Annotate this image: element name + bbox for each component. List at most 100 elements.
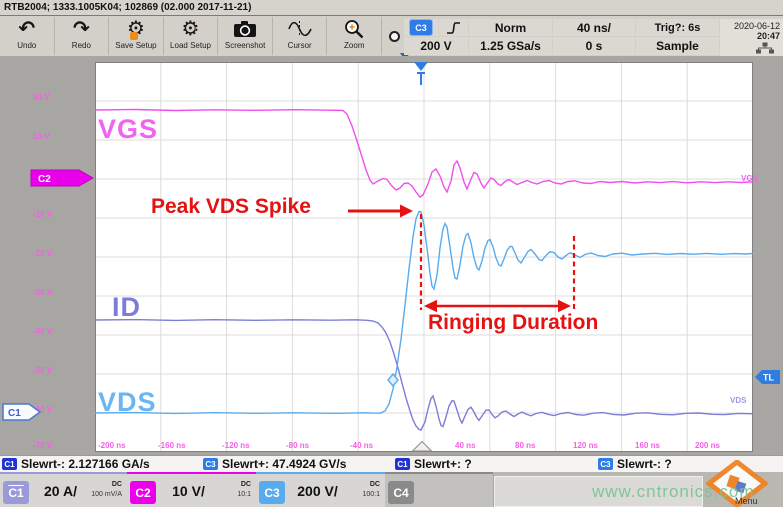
trigger-level-cell[interactable]: 200 V: [404, 37, 468, 55]
c1-marker-label: C1: [8, 408, 21, 419]
meas2-channel-badge: C3: [203, 458, 218, 470]
channel-3-coupling: DC: [369, 481, 380, 488]
channel-1-scale: 20 A/: [44, 483, 77, 499]
meas4-channel-badge: C3: [598, 458, 613, 470]
vgs-trace: [95, 108, 753, 198]
save-setup-gear-icon: ⚙: [126, 18, 145, 40]
time-value: 20:47: [756, 31, 780, 41]
channel-4-cell[interactable]: C4: [385, 472, 494, 507]
measurement-2[interactable]: C3 Slewrt+: 47.4924 GV/s: [203, 457, 346, 471]
meas3-channel-badge: C1: [395, 458, 410, 470]
trigger-slope-cell[interactable]: [439, 19, 468, 36]
v-scale-label: -50 V: [33, 366, 53, 375]
t-scale-label: -120 ns: [222, 441, 250, 450]
measurement-4[interactable]: C3 Slewrt-: ?: [598, 457, 672, 471]
acquisition-mode-cell[interactable]: Sample: [636, 37, 719, 55]
channel-2-cell[interactable]: C2 10 V/ DC 10:1: [127, 472, 257, 507]
v-scale-label: -70 V: [33, 441, 53, 450]
meas3-value: Slewrt+: ?: [414, 457, 472, 471]
channel-2-color-bar: [127, 472, 256, 474]
date-value: 2020-06-12: [733, 21, 780, 31]
zoom-button[interactable]: Zoom: [327, 17, 383, 55]
channel-4-badge: C4: [388, 481, 414, 504]
screenshot-button[interactable]: Screenshot: [218, 17, 273, 55]
channel-1-body: C1 20 A/ DC 100 mV/A: [0, 474, 128, 507]
c1-level-marker[interactable]: C1: [2, 403, 42, 421]
horizontal-position: 0 s: [585, 39, 603, 53]
timebase-cell[interactable]: 40 ns/: [553, 19, 635, 36]
load-setup-gear-icon: ⚙ ↑: [181, 18, 200, 40]
vgs-trace-label: VGS: [98, 114, 159, 144]
trigger-level: 200 V: [420, 39, 452, 53]
c2-level-marker[interactable]: C2: [30, 169, 94, 187]
t-scale-label: 80 ns: [515, 441, 536, 450]
measurement-1[interactable]: C1 Slewrt-: 2.127166 GA/s: [2, 457, 150, 471]
load-arrow-icon: ↑: [192, 24, 199, 36]
vgs-small-label: VGS: [741, 174, 758, 183]
ringing-arrow-right-head: [558, 299, 571, 313]
peak-vds-spike-annotation: Peak VDS Spike: [151, 195, 311, 218]
trigger-position-bottom-marker[interactable]: [412, 441, 432, 452]
device-title: RTB2004; 1333.1005K04; 102869 (02.000 20…: [4, 2, 252, 13]
ringing-arrow-left-head: [424, 299, 437, 313]
channel-bar: C1 20 A/ DC 100 mV/A C2 10 V/ DC 10:1 C3…: [0, 472, 783, 507]
channel-2-body: C2 10 V/ DC 10:1: [127, 474, 257, 507]
measurement-bar: C1 Slewrt-: 2.127166 GA/s C3 Slewrt+: 47…: [0, 455, 783, 472]
acquisition-mode: Sample: [656, 39, 699, 53]
vds-trace: [95, 210, 753, 415]
trigger-source-cell[interactable]: C3: [404, 19, 438, 36]
channel-4-body: C4: [385, 474, 494, 507]
redo-button[interactable]: ↷ Redo: [55, 17, 110, 55]
sample-rate: 1.25 GSa/s: [480, 39, 541, 53]
menu-handle-icon[interactable]: [389, 31, 400, 42]
trigger-position-top-marker[interactable]: [413, 62, 429, 88]
channel-2-scale: 10 V/: [172, 483, 205, 499]
redo-icon: ↷: [72, 18, 90, 40]
v-scale-label: -60 V: [33, 405, 53, 414]
t-scale-label: 40 ns: [455, 441, 476, 450]
v-scale-label: -40 V: [33, 327, 53, 336]
trigger-status-cell[interactable]: Trig?: 6s: [636, 19, 719, 36]
t-scale-label: 120 ns: [573, 441, 598, 450]
screenshot-label: Screenshot: [224, 41, 266, 50]
undo-button[interactable]: ↶ Undo: [0, 17, 55, 55]
watermark-text: www.cntronics.com: [592, 482, 755, 501]
cursor-button[interactable]: Cursor: [273, 17, 328, 55]
c2-marker-label: C2: [38, 174, 51, 185]
channel-1-coupling: DC: [111, 481, 122, 488]
id-trace: [95, 318, 753, 431]
t-scale-label: 200 ns: [695, 441, 720, 450]
channel-3-probe: 100:1: [362, 491, 380, 498]
sample-rate-cell[interactable]: 1.25 GSa/s: [469, 37, 552, 55]
undo-label: Undo: [17, 41, 37, 50]
toolbar: ↶ Undo ↷ Redo ⚙ Save Setup ⚙ ↑ Load Setup…: [0, 17, 383, 55]
horizontal-position-cell[interactable]: 0 s: [553, 37, 635, 55]
meas2-value: Slewrt+: 47.4924 GV/s: [222, 457, 347, 471]
t-scale-label: -40 ns: [350, 441, 374, 450]
v-scale-label: 20 V: [33, 93, 50, 102]
channel-3-cell[interactable]: C3 200 V/ DC 100:1: [256, 472, 386, 507]
load-setup-button[interactable]: ⚙ ↑ Load Setup: [164, 17, 219, 55]
redo-label: Redo: [71, 41, 91, 50]
channel-1-color-bar: [0, 472, 127, 474]
save-setup-button[interactable]: ⚙ Save Setup: [109, 17, 164, 55]
v-scale-label: 10 V: [33, 132, 50, 141]
graticule[interactable]: [95, 62, 753, 452]
vds-trace-label: VDS: [98, 387, 157, 417]
measurement-3[interactable]: C1 Slewrt+: ?: [395, 457, 472, 471]
channel-3-color-bar: [256, 472, 385, 474]
t-scale-label: -80 ns: [286, 441, 310, 450]
grid-lines: [95, 62, 753, 452]
channel-1-cell[interactable]: C1 20 A/ DC 100 mV/A: [0, 472, 128, 507]
channel-2-badge: C2: [130, 481, 156, 504]
id-trace-label: ID: [112, 292, 141, 322]
trigger-mode-cell[interactable]: Norm: [469, 19, 552, 36]
menu-label[interactable]: Menu: [735, 496, 758, 506]
sine-cursor-icon: [287, 17, 312, 41]
datetime-cell[interactable]: 2020-06-12 20:47: [720, 19, 783, 56]
network-icon: [756, 42, 774, 54]
channel-2-coupling: DC: [240, 481, 251, 488]
trigger-level-marker[interactable]: TL: [754, 369, 781, 385]
rs-logo: [706, 460, 768, 507]
